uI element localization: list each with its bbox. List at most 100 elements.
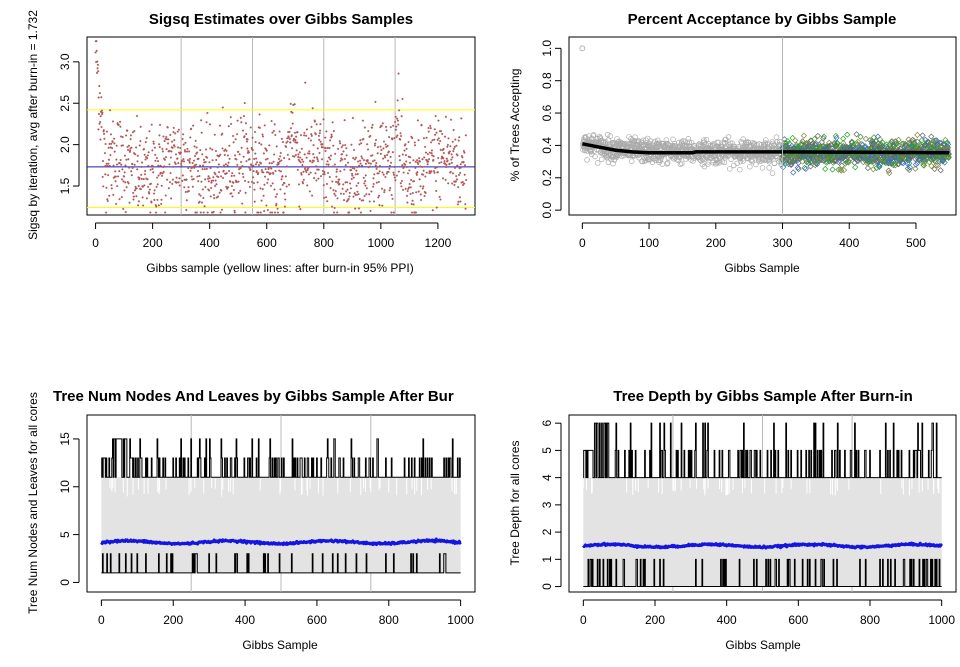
- sigsq-point: [384, 125, 388, 128]
- sigsq-point: [307, 173, 311, 176]
- sigsq-point: [337, 180, 340, 183]
- acceptance-burn-in-point: [590, 132, 597, 138]
- sigsq-point: [168, 181, 172, 184]
- sigsq-point: [229, 180, 232, 183]
- sigsq-point: [156, 198, 159, 201]
- acceptance-core-point: [814, 132, 821, 140]
- acceptance-y-tick-label: 0.6: [540, 104, 554, 121]
- acceptance-core-point: [838, 167, 845, 174]
- sigsq-point: [235, 158, 238, 161]
- sigsq-point: [109, 109, 112, 112]
- sigsq-point: [368, 165, 372, 168]
- sigsq-point: [371, 123, 374, 126]
- sigsq-point: [152, 140, 155, 143]
- sigsq-point: [409, 192, 412, 195]
- sigsq-point: [169, 172, 172, 175]
- sigsq-point: [225, 149, 228, 152]
- sigsq-point: [227, 161, 230, 164]
- sigsq-point: [381, 122, 384, 125]
- acceptance-core-point: [928, 144, 936, 151]
- sigsq-point: [382, 173, 385, 176]
- sigsq-point: [358, 143, 361, 146]
- sigsq-point: [317, 160, 320, 163]
- sigsq-point: [345, 154, 348, 157]
- sigsq-point: [154, 159, 157, 162]
- sigsq-y-tick-label: 2.5: [58, 95, 72, 112]
- acceptance-core-point: [823, 159, 830, 166]
- sigsq-point: [323, 173, 326, 176]
- sigsq-point: [188, 157, 192, 160]
- sigsq-point: [242, 176, 245, 179]
- sigsq-point: [297, 155, 300, 159]
- sigsq-point: [429, 127, 432, 130]
- sigsq-point: [411, 191, 414, 195]
- sigsq-point: [316, 158, 319, 161]
- sigsq-point: [258, 113, 261, 116]
- sigsq-point: [390, 211, 393, 214]
- sigsq-point: [261, 133, 264, 136]
- sigsq-point: [372, 177, 375, 180]
- sigsq-point: [387, 170, 390, 173]
- sigsq-point: [399, 182, 402, 185]
- sigsq-point: [332, 130, 335, 133]
- sigsq-point: [388, 136, 391, 139]
- sigsq-point: [95, 40, 98, 43]
- sigsq-title: Sigsq Estimates over Gibbs Samples: [149, 11, 413, 28]
- tree-depth-x-tick-label: 600: [788, 613, 808, 627]
- sigsq-point: [395, 125, 398, 128]
- sigsq-point: [170, 140, 174, 143]
- sigsq-point: [449, 170, 452, 173]
- sigsq-point: [138, 144, 141, 147]
- sigsq-point: [365, 193, 368, 196]
- acceptance-core-point: [945, 154, 952, 161]
- sigsq-point: [102, 185, 105, 188]
- sigsq-point: [270, 119, 273, 123]
- sigsq-point: [378, 164, 382, 168]
- sigsq-point: [123, 154, 126, 157]
- sigsq-point: [302, 170, 305, 173]
- sigsq-point: [205, 121, 208, 124]
- sigsq-point: [453, 183, 456, 186]
- sigsq-point: [436, 166, 439, 169]
- sigsq-point: [214, 150, 218, 153]
- sigsq-point: [339, 170, 342, 173]
- sigsq-point: [464, 207, 467, 210]
- sigsq-point: [148, 188, 151, 191]
- sigsq-point: [298, 151, 301, 154]
- sigsq-point: [205, 167, 208, 170]
- sigsq-point: [224, 148, 227, 151]
- sigsq-point: [121, 168, 124, 171]
- sigsq-point: [416, 159, 419, 162]
- sigsq-point: [100, 96, 103, 99]
- sigsq-point: [218, 171, 221, 174]
- acceptance-core-point: [926, 159, 933, 166]
- sigsq-point: [280, 178, 283, 181]
- acceptance-core-point: [898, 159, 906, 166]
- sigsq-point: [127, 182, 130, 185]
- sigsq-point: [378, 170, 381, 173]
- sigsq-point: [376, 165, 379, 169]
- sigsq-point: [204, 148, 208, 151]
- sigsq-point: [353, 167, 356, 170]
- sigsq-point: [380, 124, 383, 127]
- sigsq-point: [455, 175, 458, 178]
- sigsq-point: [131, 166, 134, 170]
- sigsq-point: [325, 196, 328, 199]
- sigsq-point: [149, 211, 152, 214]
- sigsq-point: [252, 170, 255, 173]
- sigsq-point: [136, 154, 139, 157]
- sigsq-point: [202, 211, 205, 214]
- acceptance-burn-in-point: [770, 140, 776, 147]
- sigsq-point: [328, 147, 331, 150]
- sigsq-point: [182, 160, 186, 163]
- sigsq-point: [207, 175, 210, 178]
- sigsq-point: [427, 130, 430, 133]
- sigsq-point: [450, 161, 453, 164]
- sigsq-point: [321, 143, 324, 146]
- sigsq-point: [250, 163, 253, 167]
- sigsq-point: [272, 172, 275, 175]
- sigsq-point: [210, 181, 213, 184]
- sigsq-point: [231, 195, 234, 198]
- sigsq-point: [453, 166, 457, 169]
- sigsq-point: [166, 178, 169, 181]
